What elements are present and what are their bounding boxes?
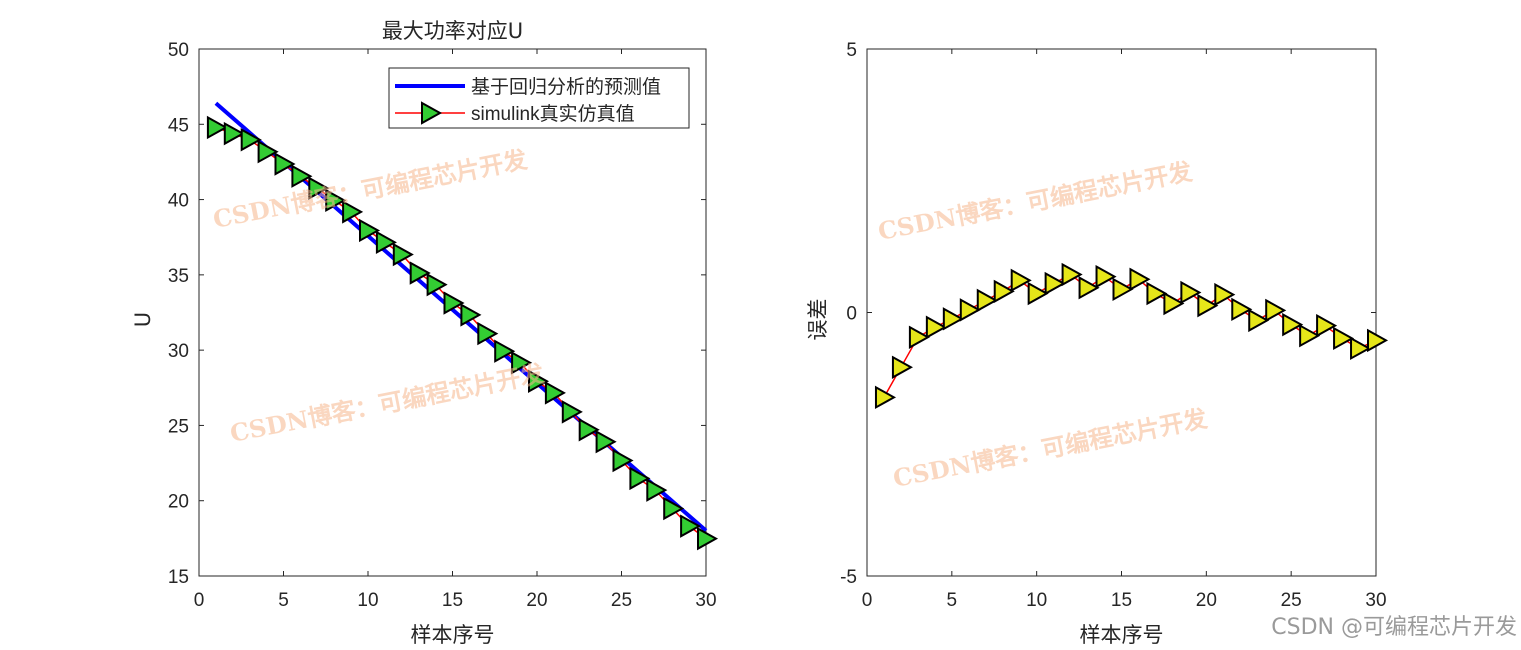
y-tick-label: 0 — [846, 304, 857, 325]
data-point-marker — [477, 321, 499, 346]
data-point-marker — [1214, 282, 1236, 307]
left-plot: 0 5 10 15 20 25 30 15 20 25 30 35 40 45 50 最大功率对应U 样本序号 U… — [131, 19, 719, 647]
x-tick-label: 10 — [357, 590, 378, 611]
data-point-marker — [1333, 326, 1355, 351]
axes-box — [198, 48, 707, 577]
y-tick-label: -5 — [840, 567, 857, 588]
legend-marker-icon — [421, 101, 443, 125]
y-tick-label: 45 — [168, 115, 189, 136]
x-axis-label: 样本序号 — [411, 623, 495, 647]
data-point-marker — [959, 298, 981, 322]
data-point-marker — [359, 218, 381, 243]
data-point-marker — [595, 429, 617, 454]
data-point-marker — [308, 176, 330, 200]
x-tick-label: 15 — [442, 590, 463, 611]
data-point-marker — [1197, 293, 1219, 318]
x-tick-label: 0 — [194, 590, 205, 611]
data-point-marker — [1163, 291, 1185, 316]
y-tick-label: 50 — [168, 40, 189, 61]
x-tick-label: 5 — [947, 590, 958, 611]
data-point-marker — [1231, 297, 1253, 322]
data-point-marker — [1078, 276, 1100, 300]
data-point-marker — [291, 164, 313, 188]
data-point-marker — [925, 315, 947, 339]
data-point-marker — [680, 514, 702, 538]
data-point-marker — [1299, 323, 1321, 348]
data-point-marker — [697, 526, 719, 551]
data-point-marker — [342, 200, 364, 224]
legend-label: 基于回归分析的预测值 — [471, 76, 661, 98]
y-tick-label: 40 — [168, 191, 189, 212]
data-point-marker — [274, 152, 296, 176]
data-point-marker — [443, 291, 465, 315]
data-point-marker — [1146, 281, 1168, 306]
credit-text: CSDN @可编程芯片开发 — [1271, 615, 1517, 640]
data-point-marker — [206, 115, 228, 140]
data-point-marker — [544, 381, 566, 405]
data-point-marker — [257, 139, 279, 164]
y-tick-label: 35 — [168, 266, 189, 287]
data-point-marker — [629, 466, 651, 491]
x-tick-label: 25 — [611, 590, 632, 611]
y-axis-label: U — [131, 312, 155, 327]
data-point-marker — [1129, 267, 1151, 291]
data-point-marker — [891, 355, 913, 380]
data-point-marker — [494, 339, 516, 363]
x-tick-label: 15 — [1111, 590, 1132, 611]
data-point-marker — [240, 128, 262, 152]
data-point-marker — [223, 121, 245, 146]
y-axis-label: 误差 — [806, 299, 830, 341]
data-point-marker — [426, 272, 448, 297]
x-tick-label: 0 — [862, 590, 873, 611]
y-tick-label: 25 — [168, 416, 189, 437]
data-point-marker — [874, 385, 897, 410]
data-point-marker — [325, 188, 347, 213]
data-point-marker — [1367, 328, 1389, 353]
x-tick-label: 30 — [695, 590, 716, 611]
data-point-marker — [612, 448, 634, 473]
data-point-marker — [1095, 264, 1117, 289]
data-point-marker — [908, 325, 930, 349]
y-tick-label: 5 — [846, 40, 857, 61]
y-tick-label: 30 — [168, 341, 189, 362]
data-point-marker — [392, 242, 414, 267]
data-point-marker — [1112, 277, 1134, 302]
data-point-marker — [1265, 298, 1287, 323]
data-point-marker — [528, 369, 550, 394]
data-point-marker — [460, 303, 482, 327]
x-tick-label: 5 — [278, 590, 289, 611]
y-tick-label: 20 — [168, 492, 189, 513]
data-point-marker — [1010, 268, 1032, 293]
data-point-marker — [1316, 313, 1338, 338]
data-point-marker — [511, 351, 533, 375]
x-tick-label: 30 — [1365, 590, 1386, 611]
chart-title: 最大功率对应U — [382, 19, 523, 43]
x-tick-label: 20 — [526, 590, 547, 611]
data-point-marker — [993, 279, 1015, 304]
data-point-marker — [1044, 271, 1066, 296]
x-axis-label: 样本序号 — [1080, 623, 1164, 647]
data-point-marker — [1350, 336, 1372, 361]
data-point-marker — [1180, 280, 1202, 305]
y-tick-label: 15 — [168, 567, 189, 588]
legend-label: simulink真实仿真值 — [471, 103, 635, 125]
legend: 基于回归分析的预测值 simulink真实仿真值 — [388, 67, 690, 129]
data-point-marker — [578, 418, 600, 442]
data-point-marker — [1061, 262, 1083, 287]
x-tick-label: 10 — [1026, 590, 1047, 611]
data-point-marker — [976, 288, 998, 313]
data-point-marker — [663, 496, 685, 521]
data-point-marker — [375, 230, 397, 255]
data-point-marker — [561, 400, 583, 424]
data-point-marker — [409, 261, 431, 285]
data-point-marker — [942, 307, 964, 331]
data-point-marker — [1282, 312, 1304, 337]
x-tick-label: 20 — [1196, 590, 1217, 611]
data-point-marker — [646, 478, 668, 502]
x-tick-label: 25 — [1281, 590, 1302, 611]
data-point-marker — [1027, 281, 1049, 306]
data-point-marker — [1248, 308, 1270, 333]
